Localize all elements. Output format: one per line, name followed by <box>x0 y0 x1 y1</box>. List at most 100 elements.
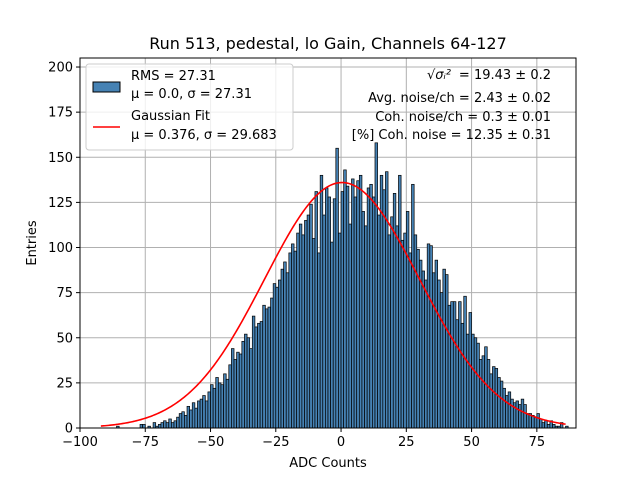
histogram-bar <box>330 241 334 429</box>
histogram-bar <box>486 359 491 429</box>
histogram-bar <box>194 407 198 429</box>
histogram-bar <box>502 387 506 429</box>
x-tick-label: −25 <box>262 435 289 450</box>
histogram-bar <box>332 198 337 429</box>
histogram-bar <box>160 422 164 429</box>
histogram-bar <box>223 373 227 429</box>
histogram-bar <box>165 422 170 429</box>
legend-histogram-stats: μ = 0.0, σ = 27.31 <box>131 87 252 102</box>
histogram-bar <box>278 279 282 429</box>
histogram-bar <box>424 279 428 429</box>
histogram-bar <box>445 274 449 429</box>
histogram-bar <box>186 405 190 429</box>
histogram-bar <box>387 234 392 429</box>
histogram-bar <box>510 398 514 429</box>
histogram-bar <box>447 304 452 429</box>
histogram-bar <box>259 321 264 429</box>
histogram-bar <box>390 216 394 429</box>
x-tick-label: 75 <box>529 435 546 450</box>
histogram-bar <box>246 337 251 429</box>
histogram-bar <box>403 232 407 429</box>
x-axis-label: ADC Counts <box>289 456 367 471</box>
histogram-bar <box>455 319 459 429</box>
histogram-bar <box>325 187 329 429</box>
histogram-bar <box>351 178 355 429</box>
histogram-bar <box>152 422 157 429</box>
histogram-bar <box>322 214 326 429</box>
histogram-bar <box>304 220 308 429</box>
histogram-bar <box>311 238 316 429</box>
y-tick-label: 125 <box>48 196 73 211</box>
histogram-bar <box>272 283 277 429</box>
legend-histogram-swatch <box>92 81 121 93</box>
legend-fit-stats: μ = 0.376, σ = 29.683 <box>131 128 277 143</box>
histogram-bar <box>437 279 441 429</box>
histogram-bar <box>335 147 339 429</box>
histogram-bar <box>411 183 415 429</box>
coherent-noise-percent-annotation: [%] Coh. noise = 12.35 ± 0.31 <box>352 128 551 143</box>
histogram-bar <box>178 413 183 429</box>
histogram-bar <box>499 380 504 429</box>
histogram-bar <box>364 225 368 429</box>
histogram-bar <box>173 420 177 429</box>
histogram-bar <box>489 373 493 429</box>
histogram-bar <box>184 415 188 429</box>
histogram-bar <box>377 214 381 429</box>
plot-frame <box>79 57 577 429</box>
legend-histogram-label: RMS = 27.31 <box>131 69 216 84</box>
histogram-bar <box>225 378 230 429</box>
histogram-bar <box>460 322 465 429</box>
histogram-bar <box>343 169 347 429</box>
histogram-bar <box>244 333 248 429</box>
histogram-bar <box>338 232 342 429</box>
histogram-bar <box>288 252 292 429</box>
histogram-bar <box>283 261 287 429</box>
histogram-bar <box>345 185 350 429</box>
x-tick-label: −75 <box>132 435 159 450</box>
histogram-bar <box>291 243 295 429</box>
histogram-bar <box>385 171 389 429</box>
histogram-bar <box>254 326 258 429</box>
histogram-bar <box>426 243 431 429</box>
histogram-bar <box>526 413 530 429</box>
x-axis-ticks: −100 −75 −50 −25 0 25 50 75 <box>62 428 545 450</box>
y-tick-label: 0 <box>65 422 73 437</box>
histogram-bar <box>515 400 519 429</box>
histogram-bar <box>267 306 271 429</box>
y-tick-label: 100 <box>48 241 73 256</box>
histogram-bar <box>340 191 345 429</box>
x-tick-label: −50 <box>197 435 224 450</box>
histogram-bar <box>181 411 185 429</box>
histogram-bar <box>142 424 146 429</box>
y-tick-label: 200 <box>48 61 73 76</box>
x-tick-label: 25 <box>398 435 415 450</box>
histogram-bar <box>233 359 237 429</box>
histogram-bar <box>168 418 172 429</box>
histogram-bar <box>552 424 556 429</box>
histogram-bar <box>238 353 243 429</box>
avg-noise-annotation: Avg. noise/ch = 2.43 ± 0.02 <box>368 91 551 106</box>
histogram-bar <box>236 351 240 429</box>
histogram-bar <box>139 424 144 429</box>
histogram-bar <box>413 234 418 429</box>
histogram-bar <box>327 196 331 429</box>
histogram-bar <box>197 400 201 429</box>
x-tick-label: 0 <box>337 435 345 450</box>
histogram-bar <box>432 272 436 429</box>
histogram-bar <box>533 416 538 429</box>
histogram-bar <box>374 142 378 429</box>
histogram-bar <box>408 252 412 429</box>
histogram-bar <box>356 180 360 429</box>
histogram-bar <box>293 250 298 429</box>
histogram-bar <box>361 211 365 429</box>
histogram-bar <box>215 377 219 429</box>
y-tick-label: 175 <box>48 106 73 121</box>
histogram-bar <box>372 196 376 429</box>
histogram-bar <box>400 239 405 429</box>
y-axis-ticks: 0 25 50 75 100 125 150 175 200 <box>48 61 80 437</box>
histogram-bar <box>398 174 402 429</box>
histogram-bar <box>317 252 321 429</box>
histogram-bar <box>518 404 522 429</box>
histogram-bar <box>218 382 222 429</box>
